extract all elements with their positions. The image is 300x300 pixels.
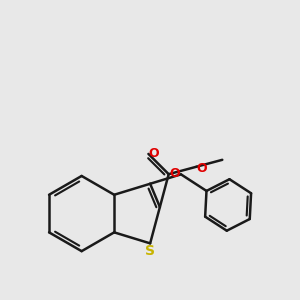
Text: S: S (145, 244, 155, 258)
Text: O: O (148, 147, 159, 160)
Text: O: O (196, 162, 207, 175)
Text: O: O (169, 167, 180, 180)
